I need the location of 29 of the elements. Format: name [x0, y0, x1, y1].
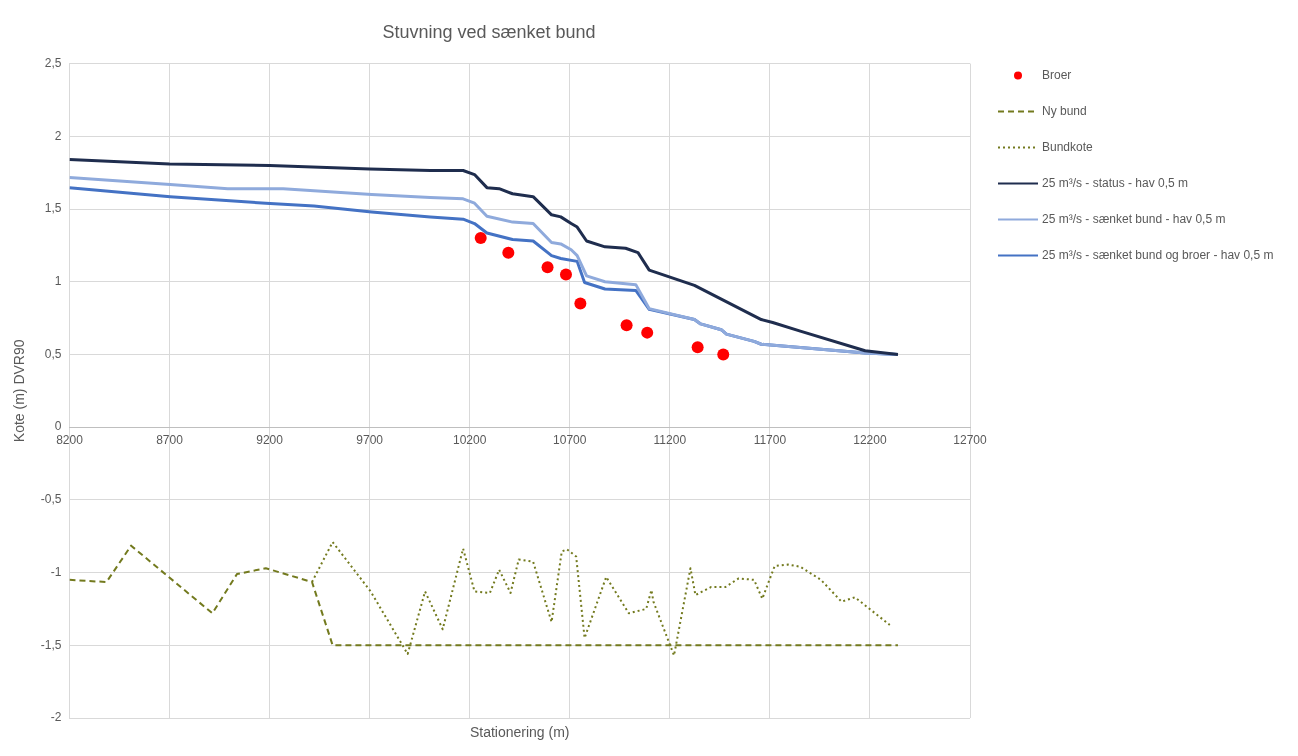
y-tick-label: -0,5 — [40, 492, 62, 507]
y-tick-label: -1 — [50, 564, 62, 579]
x-tick-label: 11200 — [653, 432, 687, 447]
x-tick-label: 9200 — [256, 432, 284, 447]
y-tick-label: 1,5 — [44, 201, 62, 216]
y-tick-label: 2 — [54, 128, 62, 143]
x-tick-label: 11700 — [753, 432, 787, 447]
legend-label: 25 m³/s - status - hav 0,5 m — [1042, 175, 1189, 190]
x-tick-label: 10700 — [553, 432, 587, 447]
legend-label: Broer — [1042, 67, 1072, 82]
y-tick-label: 2,5 — [44, 55, 62, 70]
x-tick-label: 10200 — [453, 432, 487, 447]
x-tick-label: 8200 — [56, 432, 84, 447]
chart-title: Stuvning ved sænket bund — [382, 21, 596, 42]
x-tick-label: 12700 — [953, 432, 988, 447]
y-tick-label: 0,5 — [44, 346, 62, 361]
legend-label: 25 m³/s - sænket bund og broer - hav 0,5 m — [1042, 247, 1274, 262]
y-tick-label: -1,5 — [40, 637, 62, 652]
x-tick-label: 9700 — [356, 432, 384, 447]
y-axis-title: Kote (m) DVR90 — [11, 339, 28, 443]
y-tick-label: -2 — [50, 710, 62, 725]
x-tick-label: 8700 — [156, 432, 184, 447]
legend-label: Ny bund — [1042, 103, 1087, 118]
y-tick-label: 1 — [54, 274, 62, 289]
x-axis-title: Stationering (m) — [469, 723, 570, 740]
y-tick-label: 0 — [54, 419, 62, 434]
x-tick-label: 12200 — [853, 432, 887, 447]
legend-label: 25 m³/s - sænket bund - hav 0,5 m — [1042, 211, 1226, 226]
legend-label: Bundkote — [1042, 139, 1094, 154]
